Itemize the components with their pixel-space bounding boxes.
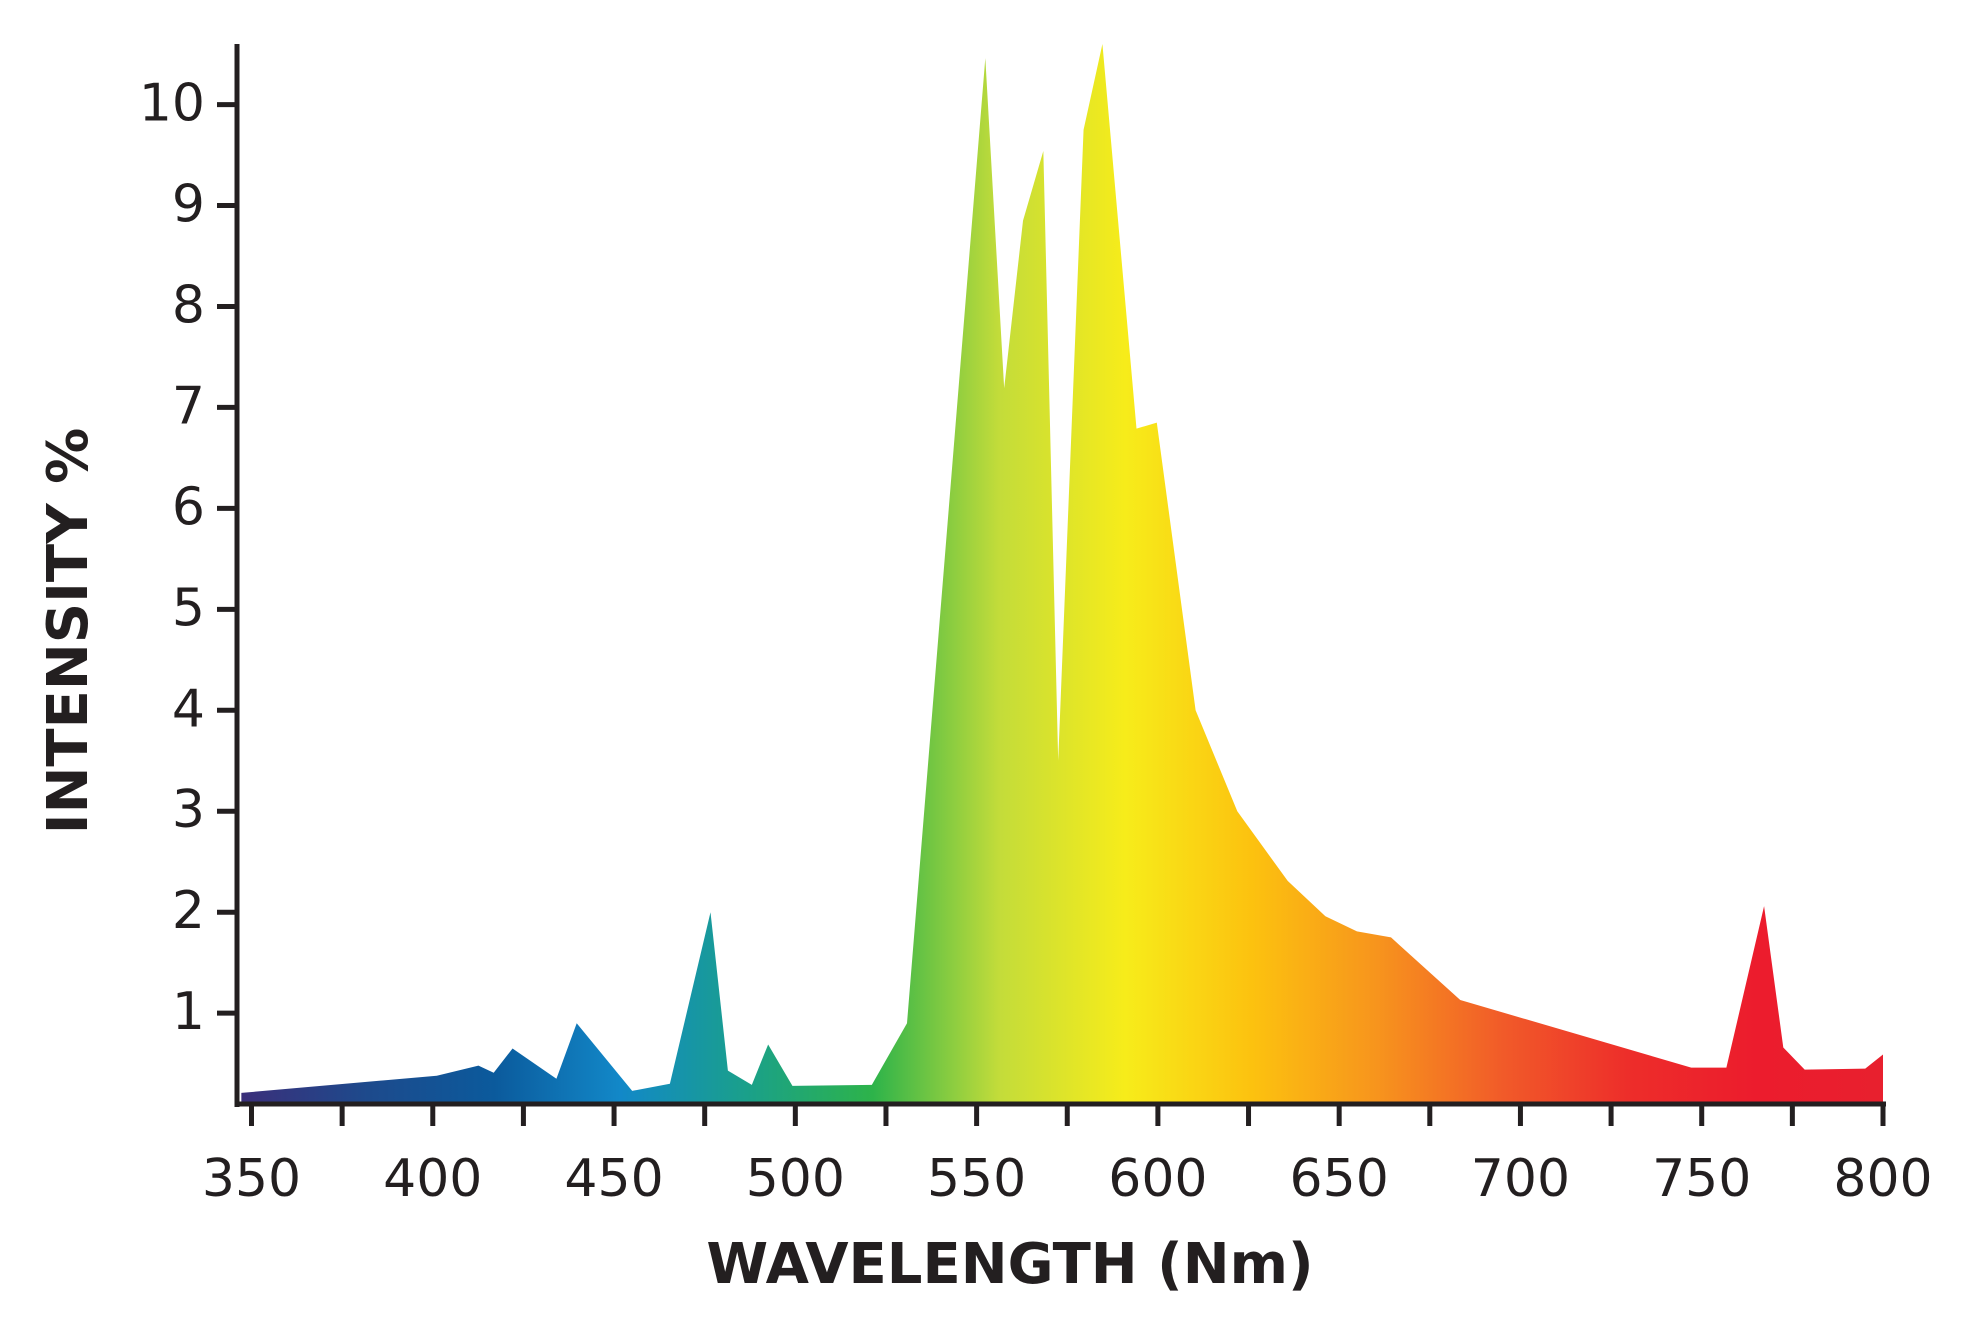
x-tick-label: 350 <box>202 1149 301 1209</box>
spectrum-area <box>241 44 1883 1104</box>
y-tick-label: 7 <box>172 376 205 436</box>
x-tick-label: 650 <box>1290 1149 1389 1209</box>
x-tick-label: 600 <box>1108 1149 1207 1209</box>
x-axis-title: WAVELENGTH (Nm) <box>706 1232 1313 1297</box>
y-tick-label: 4 <box>172 679 205 739</box>
x-tick-label: 800 <box>1833 1149 1932 1209</box>
x-tick-label: 400 <box>383 1149 482 1209</box>
x-tick-label: 550 <box>927 1149 1026 1209</box>
x-tick-label: 450 <box>564 1149 663 1209</box>
y-tick-label: 5 <box>172 578 205 638</box>
y-tick-label: 9 <box>172 175 205 235</box>
x-tick-label: 500 <box>746 1149 845 1209</box>
x-tick-label: 750 <box>1652 1149 1751 1209</box>
y-tick-label: 10 <box>139 74 205 134</box>
x-tick-label: 700 <box>1471 1149 1570 1209</box>
y-tick-label: 6 <box>172 477 205 537</box>
y-tick-label: 2 <box>172 881 205 941</box>
y-tick-label: 8 <box>172 275 205 335</box>
y-tick-label: 1 <box>172 982 205 1042</box>
y-axis-title: INTENSITY % <box>36 428 101 835</box>
y-tick-label: 3 <box>172 780 205 840</box>
